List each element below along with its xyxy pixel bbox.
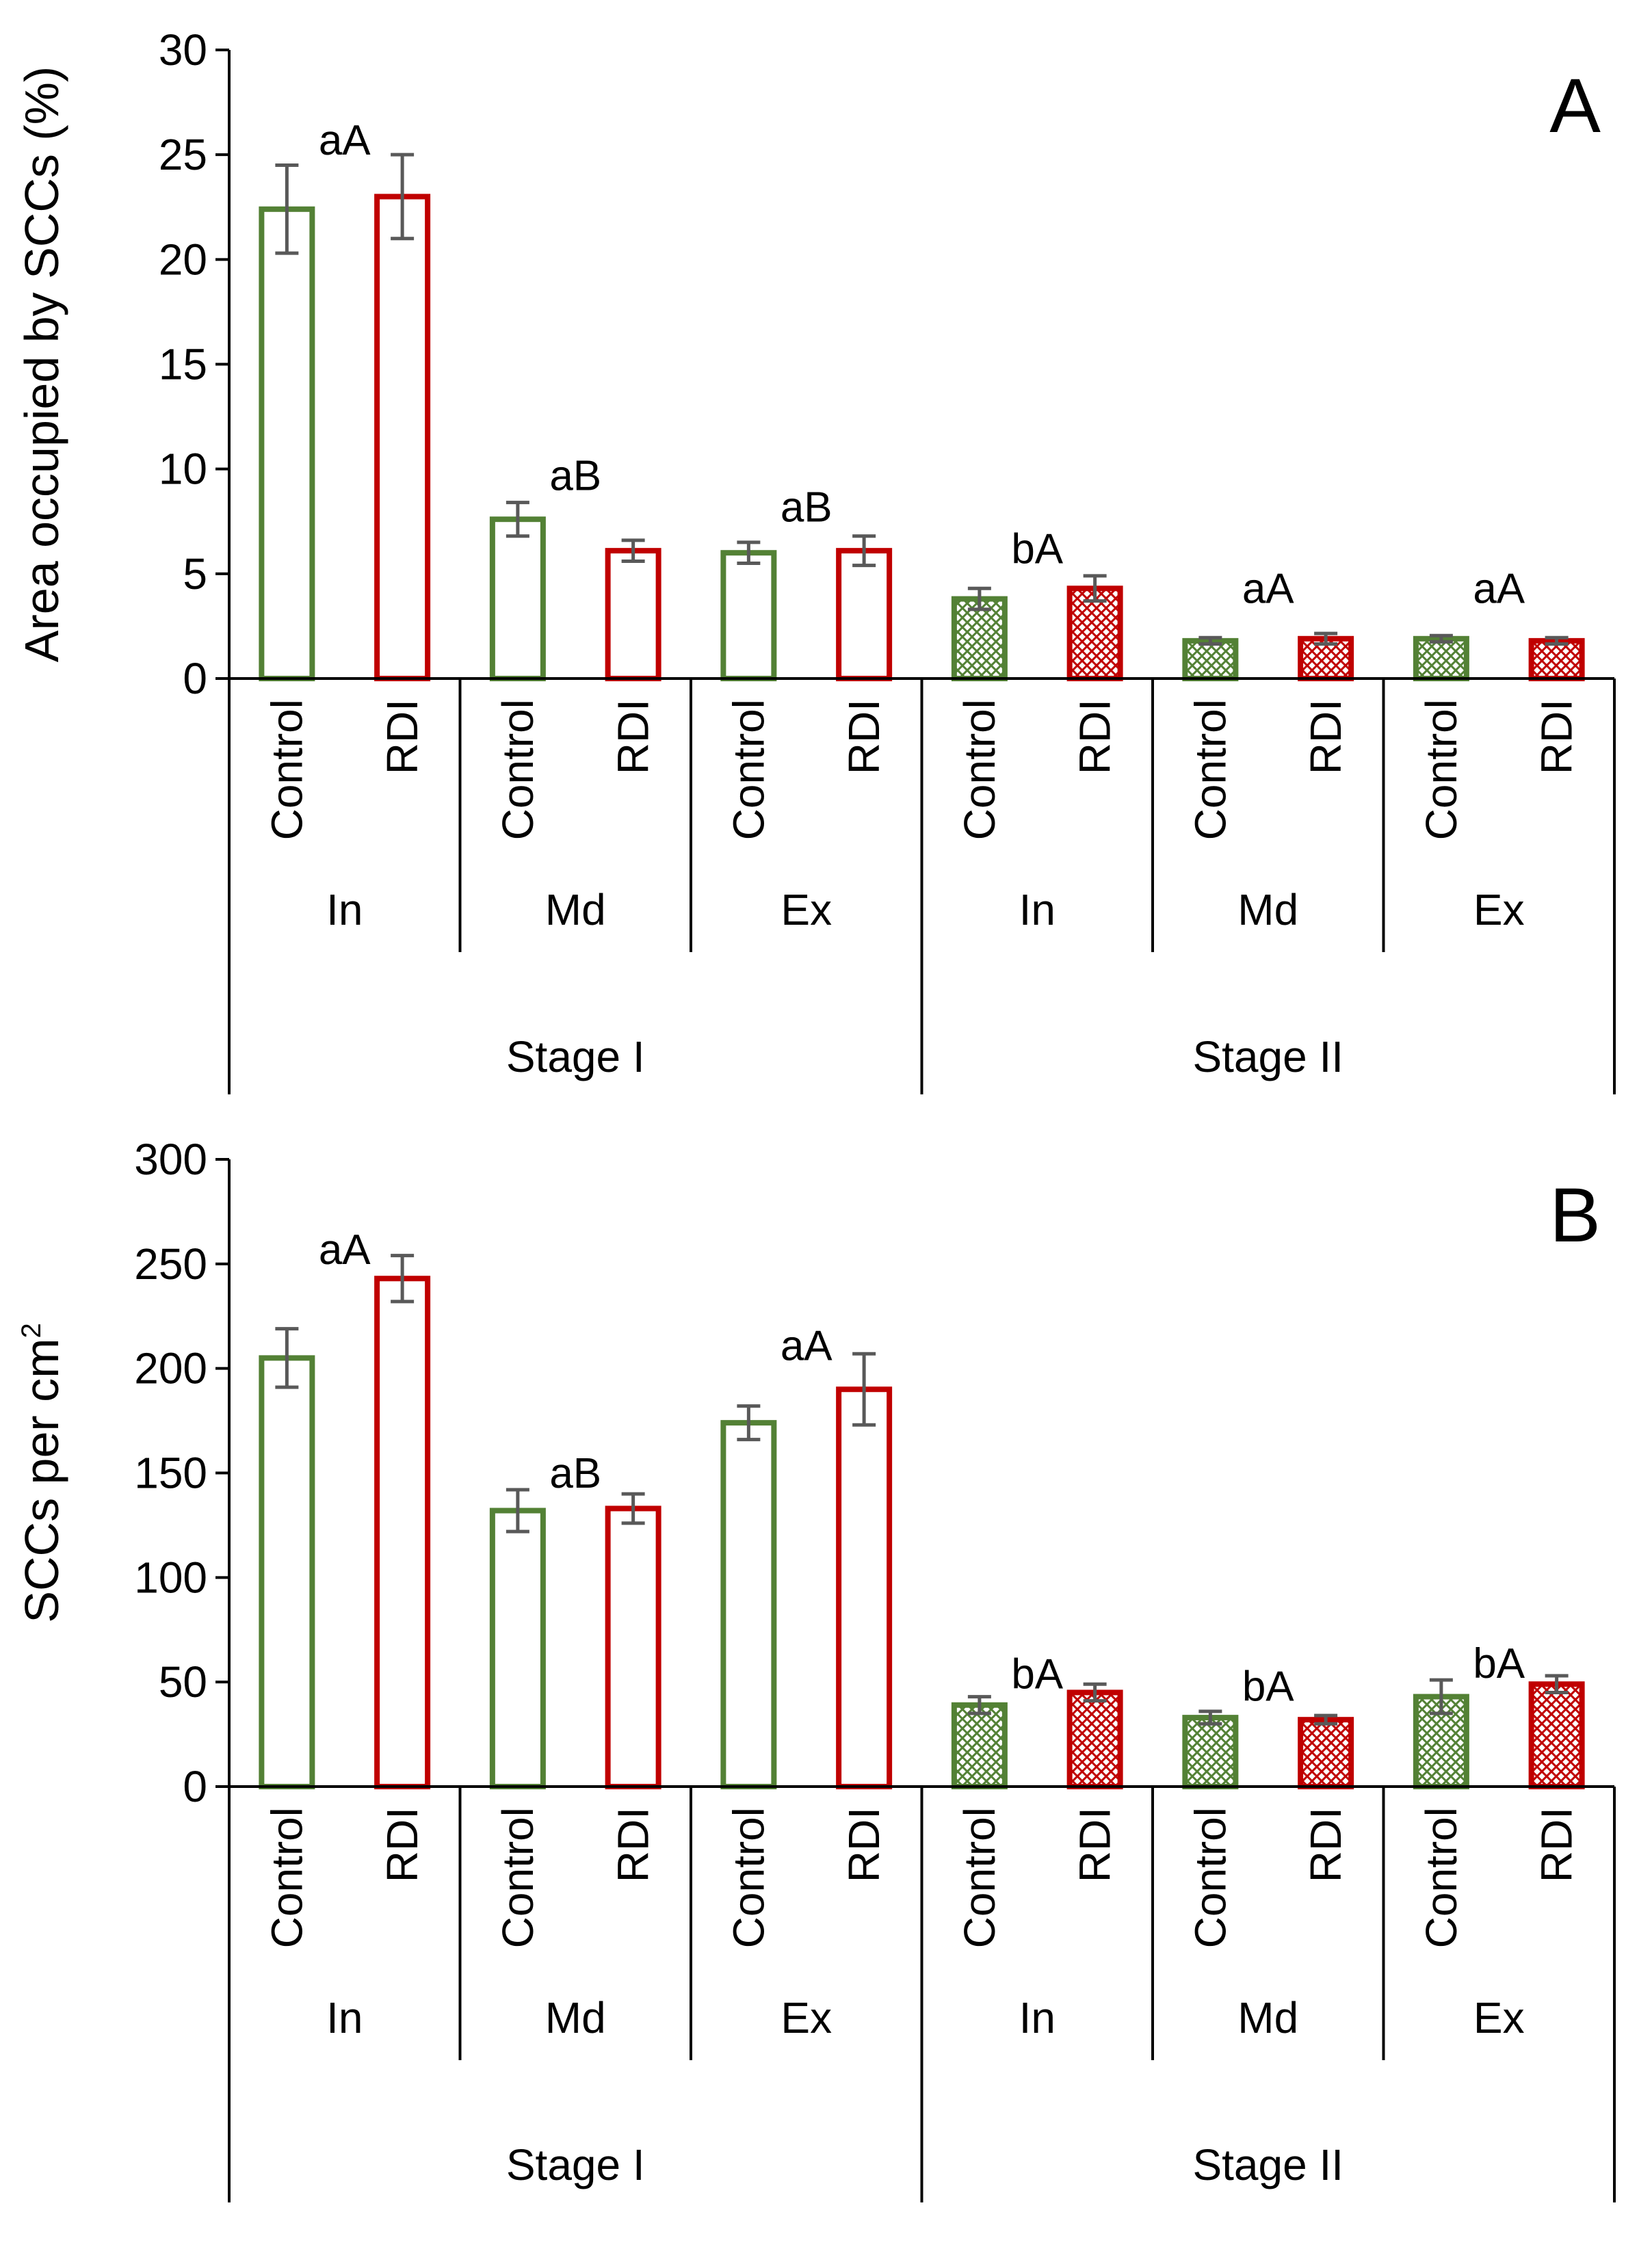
bar-category-label: Control xyxy=(1185,699,1235,840)
significance-label: aB xyxy=(549,1450,601,1497)
bar-control xyxy=(489,1508,546,1790)
bar-category-label: RDI xyxy=(1301,1807,1350,1882)
significance-label: aA xyxy=(319,1226,371,1274)
panel-letter: B xyxy=(1549,1172,1601,1258)
significance-label: aA xyxy=(1473,566,1525,613)
stage-label: Stage I xyxy=(506,1032,645,1081)
bar-control xyxy=(489,516,546,681)
bar-category-label: Control xyxy=(493,699,542,840)
bar-category-label: Control xyxy=(955,1807,1004,1948)
bar-control xyxy=(1182,637,1239,681)
stage-label: Stage I xyxy=(506,2140,645,2189)
bar-category-label: RDI xyxy=(609,699,658,774)
bar-category-label: Control xyxy=(262,1807,311,1948)
bar-category-label: RDI xyxy=(839,699,889,774)
group-label: Ex xyxy=(781,885,832,934)
group-label: Md xyxy=(545,1993,606,2042)
significance-label: aA xyxy=(781,1322,832,1369)
group-label: Ex xyxy=(1473,1993,1525,2042)
bar-category-label: Control xyxy=(724,1807,773,1948)
bar-control xyxy=(1413,635,1469,682)
panel-b: 0 50 100 150 200 250 300 SCCs per cm2 B Control RD… xyxy=(15,1135,1616,2202)
y-axis-title: Area occupied by SCCs (%) xyxy=(15,66,68,662)
bar-category-label: RDI xyxy=(1532,1807,1582,1882)
bar-category-label: Control xyxy=(262,699,311,840)
bar-control xyxy=(951,1702,1008,1790)
bar-category-label: RDI xyxy=(1071,1807,1120,1882)
y-tick-label: 30 xyxy=(159,25,207,75)
group-label: In xyxy=(1019,885,1056,934)
bar-control xyxy=(720,550,777,682)
bar-rdi xyxy=(605,1505,661,1790)
bar-rdi xyxy=(374,1276,431,1789)
bar-rdi xyxy=(836,1386,893,1789)
group-label: In xyxy=(1019,1993,1056,2042)
bar-rdi xyxy=(836,548,893,681)
bar-category-label: Control xyxy=(955,699,1004,840)
bar-category-label: Control xyxy=(1185,1807,1235,1948)
stage-label: Stage II xyxy=(1192,2140,1343,2189)
y-tick-label: 100 xyxy=(134,1553,207,1602)
significance-label: aB xyxy=(549,452,601,499)
y-tick-label: 0 xyxy=(183,1762,207,1811)
y-tick-label: 250 xyxy=(134,1239,207,1289)
y-tick-label: 200 xyxy=(134,1344,207,1393)
bar-rdi xyxy=(1066,1689,1123,1789)
bar-control xyxy=(259,206,315,681)
group-label: Ex xyxy=(781,1993,832,2042)
y-tick-label: 5 xyxy=(183,549,207,598)
bar-category-label: RDI xyxy=(839,1807,889,1882)
bar-category-label: Control xyxy=(1417,699,1466,840)
bar-rdi xyxy=(605,548,661,681)
significance-label: bA xyxy=(1473,1640,1525,1687)
stage-label: Stage II xyxy=(1192,1032,1343,1081)
bar-category-label: Control xyxy=(724,699,773,840)
significance-label: aA xyxy=(1242,566,1294,613)
y-tick-label: 50 xyxy=(159,1657,207,1707)
group-label: In xyxy=(326,885,363,934)
significance-label: bA xyxy=(1011,1650,1063,1698)
group-label: Md xyxy=(1237,1993,1298,2042)
bar-rdi xyxy=(1298,1717,1354,1790)
bar-control xyxy=(259,1355,315,1789)
y-tick-label: 25 xyxy=(159,130,207,179)
y-axis-title: SCCs per cm2 xyxy=(15,1323,68,1622)
y-tick-label: 10 xyxy=(159,445,207,494)
bar-category-label: RDI xyxy=(378,699,427,774)
y-tick-label: 0 xyxy=(183,654,207,703)
y-tick-label: 300 xyxy=(134,1135,207,1184)
bar-category-label: RDI xyxy=(1301,699,1350,774)
bar-category-label: RDI xyxy=(1071,699,1120,774)
significance-label: aA xyxy=(319,117,371,164)
significance-label: bA xyxy=(1011,526,1063,573)
group-label: Ex xyxy=(1473,885,1525,934)
group-label: Md xyxy=(545,885,606,934)
bar-category-label: RDI xyxy=(609,1807,658,1882)
y-tick-label: 20 xyxy=(159,235,207,284)
panel-letter: A xyxy=(1549,63,1601,148)
bar-rdi xyxy=(1528,1681,1585,1790)
panel-a: 0 5 10 15 20 25 30 Area occupied by SCCs (%) A Co… xyxy=(15,25,1616,1094)
bar-control xyxy=(1182,1715,1239,1789)
bar-rdi xyxy=(1528,637,1585,681)
y-axis-title-superscript: 2 xyxy=(16,1323,47,1338)
bar-category-label: Control xyxy=(1417,1807,1466,1948)
group-label: In xyxy=(326,1993,363,2042)
bar-category-label: RDI xyxy=(1532,699,1582,774)
significance-label: aB xyxy=(781,484,832,531)
group-label: Md xyxy=(1237,885,1298,934)
bar-rdi xyxy=(374,194,431,681)
bar-control xyxy=(720,1420,777,1789)
y-tick-label: 150 xyxy=(134,1449,207,1498)
bar-category-label: Control xyxy=(493,1807,542,1948)
bar-category-label: RDI xyxy=(378,1807,427,1882)
y-tick-label: 15 xyxy=(159,340,207,389)
significance-label: bA xyxy=(1242,1663,1294,1711)
